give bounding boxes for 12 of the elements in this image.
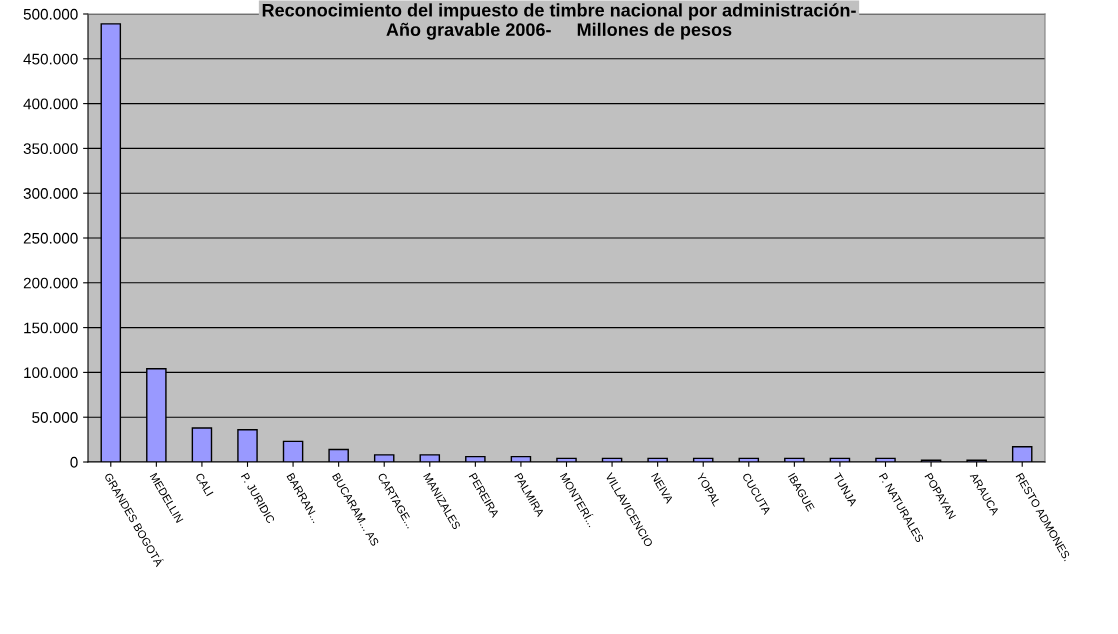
y-tick-label: 250.000 [23, 232, 78, 244]
y-tick-label: 0 [70, 456, 78, 468]
chart-title: Reconocimiento del impuesto de timbre nacional por administración- Año gravable 2006- Millones de pesos [262, 3, 856, 40]
y-tick-label: 450.000 [23, 53, 78, 65]
y-tick-label: 500.000 [23, 8, 78, 20]
y-tick-label: 100.000 [24, 367, 78, 379]
y-tick-label: 300.000 [23, 188, 78, 199]
y-tick-label: 50.000 [32, 412, 78, 423]
y-tick-label: 350.000 [23, 143, 78, 155]
y-tick-label: 150.000 [24, 322, 78, 334]
y-tick-label: 200.000 [23, 277, 78, 289]
y-tick-label: 400.000 [23, 98, 78, 110]
